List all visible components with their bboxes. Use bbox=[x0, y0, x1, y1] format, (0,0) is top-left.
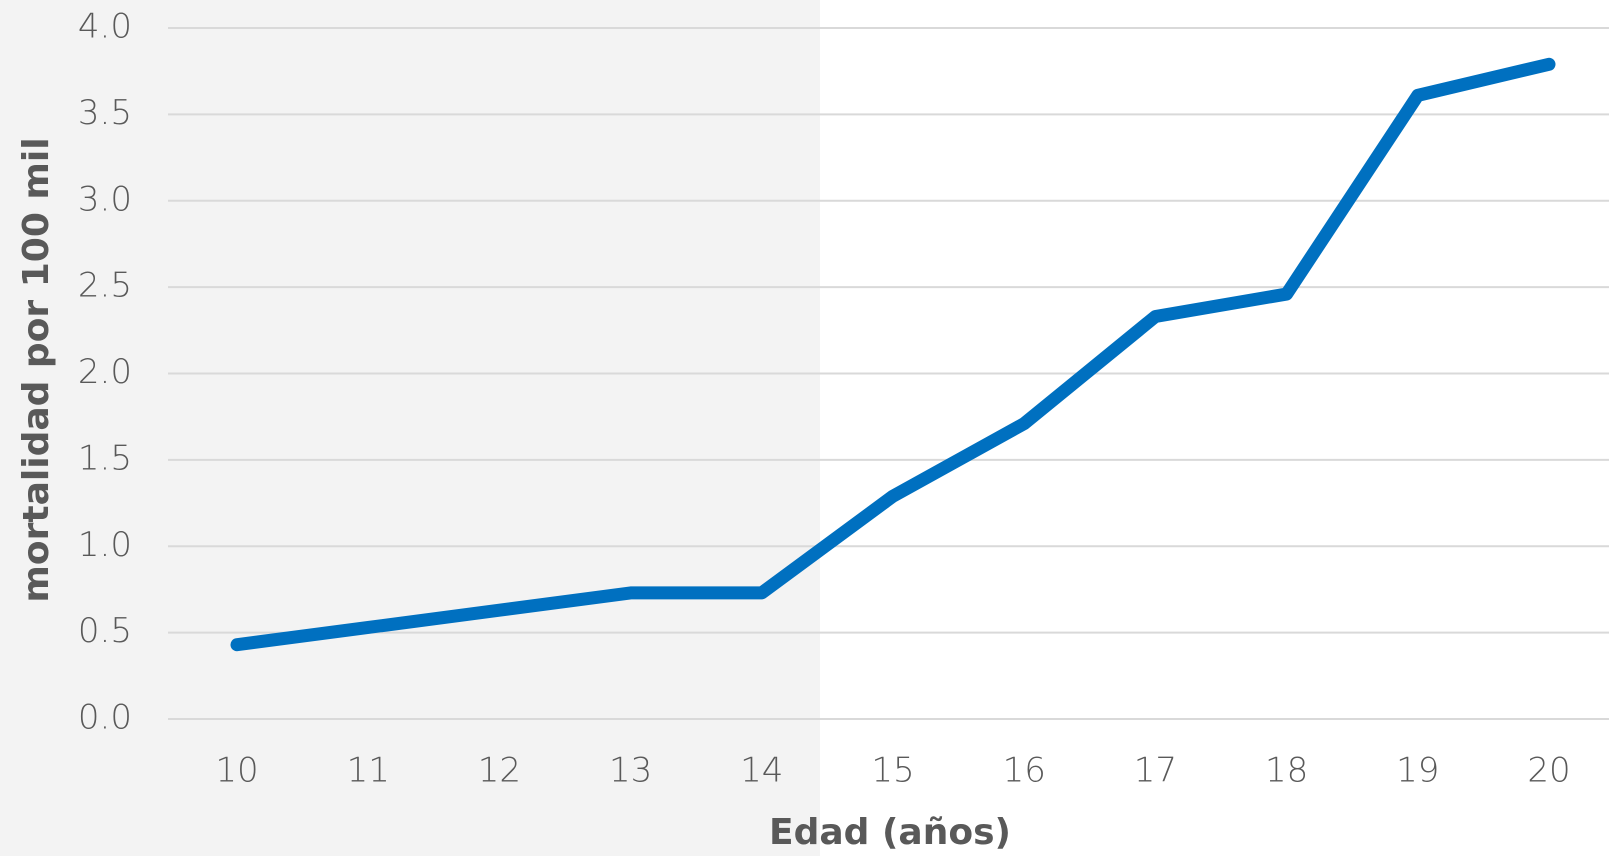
background-watermark bbox=[0, 0, 820, 856]
x-tick-label: 20 bbox=[1527, 751, 1570, 791]
y-tick-label: 4.0 bbox=[78, 7, 132, 47]
x-tick-label: 11 bbox=[347, 751, 390, 791]
y-tick-label: 1.5 bbox=[78, 438, 132, 478]
y-axis-title: mortalidad por 100 mil bbox=[16, 137, 57, 602]
y-tick-label: 2.5 bbox=[78, 266, 132, 306]
data-line bbox=[230, 57, 1556, 652]
y-tick-label: 3.5 bbox=[78, 93, 132, 133]
y-tick-label: 0.0 bbox=[78, 698, 132, 738]
x-tick-label: 16 bbox=[1003, 751, 1046, 791]
x-axis-title: Edad (años) bbox=[769, 812, 1011, 853]
y-tick-label: 3.0 bbox=[78, 179, 132, 219]
y-tick-label: 2.0 bbox=[78, 352, 132, 392]
y-tick-label: 0.5 bbox=[78, 611, 132, 651]
x-tick-label: 19 bbox=[1396, 751, 1439, 791]
y-tick-label: 1.0 bbox=[78, 525, 132, 565]
x-tick-label: 14 bbox=[740, 751, 783, 791]
x-tick-label: 13 bbox=[609, 751, 652, 791]
x-tick-label: 17 bbox=[1134, 751, 1177, 791]
x-tick-label: 10 bbox=[215, 751, 258, 791]
x-tick-label: 12 bbox=[478, 751, 521, 791]
x-tick-label: 15 bbox=[871, 751, 914, 791]
x-tick-label: 18 bbox=[1265, 751, 1308, 791]
